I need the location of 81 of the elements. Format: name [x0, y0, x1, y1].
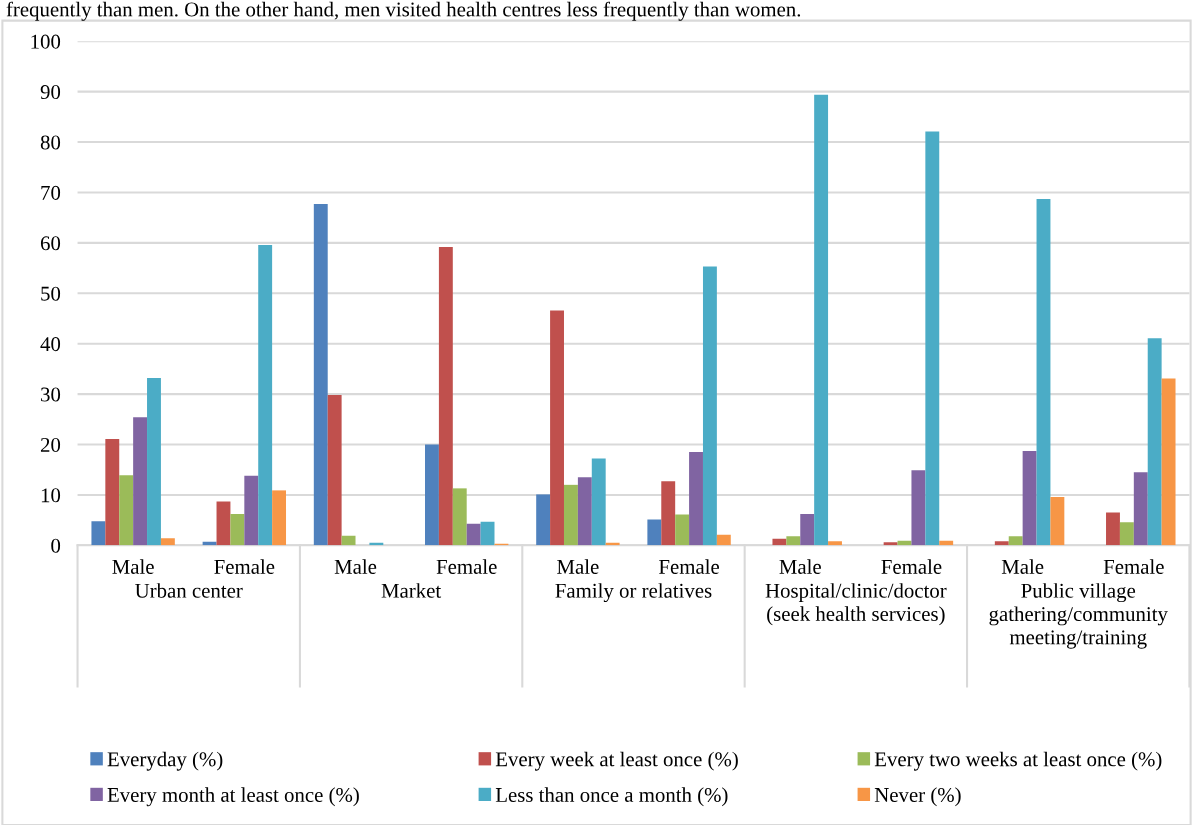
x-tick-label: Male	[334, 559, 377, 574]
bar	[244, 475, 259, 546]
bar	[689, 452, 703, 546]
bar	[994, 541, 1009, 546]
bar	[911, 470, 926, 546]
text: Hospital/clinic/doctor (seek health services)	[765, 583, 947, 626]
bar	[258, 244, 273, 546]
bar	[577, 477, 592, 546]
legend-label: Everyday (%)	[107, 751, 223, 771]
text: frequently than men. On the other hand, men visited health centres less frequently than women.	[6, 1, 801, 21]
bar	[480, 521, 495, 546]
bar	[1050, 496, 1065, 546]
bar	[563, 484, 578, 546]
bar	[1147, 338, 1162, 546]
x-tick-label: Female	[1103, 559, 1164, 574]
text: Urban center	[135, 583, 243, 598]
bar	[230, 514, 245, 546]
bar	[452, 488, 467, 546]
text: Market	[381, 583, 442, 598]
bar	[272, 490, 287, 546]
bar	[119, 475, 134, 546]
bar	[550, 310, 564, 546]
x-tick-label: Male	[779, 559, 821, 574]
text: Public village gathering/community meeting/training	[989, 583, 1168, 649]
bar	[661, 481, 676, 546]
bar	[160, 538, 175, 546]
y-tick-label: 100	[31, 34, 61, 49]
y-tick-label: 40	[40, 337, 61, 352]
bar	[814, 94, 829, 546]
y-tick-label: 10	[41, 488, 61, 503]
bar	[828, 541, 842, 546]
bar	[702, 266, 717, 546]
x-tick-label: Male	[1001, 559, 1044, 574]
bar	[327, 395, 342, 546]
bar	[133, 417, 148, 546]
bar	[675, 514, 690, 546]
y-tick-label: 20	[40, 437, 61, 452]
bar	[438, 246, 453, 546]
x-tick-label: Female	[881, 559, 942, 574]
x-tick-label: Male	[557, 559, 599, 574]
bar	[716, 534, 731, 546]
x-tick-label: Female	[214, 559, 275, 574]
bar	[105, 438, 120, 546]
bar	[772, 538, 787, 546]
x-tick-label: Female	[659, 559, 720, 574]
y-tick-label: 0	[51, 538, 61, 553]
bar	[1133, 472, 1148, 546]
y-tick-label: 80	[40, 135, 61, 150]
legend-label: Every week at least once (%)	[495, 751, 738, 771]
legend-label: Every two weeks at least once (%)	[874, 751, 1162, 771]
bar	[425, 444, 439, 546]
bar	[591, 458, 606, 546]
y-tick-label: 60	[40, 236, 61, 251]
bar	[883, 542, 898, 546]
text: Family or relatives	[555, 583, 712, 603]
bar	[1106, 512, 1120, 546]
legend-label: Never (%)	[874, 787, 961, 807]
bar	[1036, 199, 1051, 546]
bar	[786, 536, 801, 546]
bar	[800, 514, 815, 546]
bar	[313, 204, 328, 546]
bar	[536, 494, 551, 546]
y-tick-label: 50	[41, 286, 61, 301]
y-tick-label: 70	[41, 185, 61, 200]
bar	[147, 377, 161, 546]
y-tick-label: 30	[41, 387, 61, 402]
x-tick-label: Male	[112, 559, 154, 574]
legend-label: Less than once a month (%)	[495, 787, 728, 807]
bar	[1119, 522, 1134, 546]
y-tick-label: 90	[40, 85, 61, 100]
bar	[1161, 378, 1176, 546]
bar	[1008, 536, 1023, 546]
bar	[216, 501, 231, 546]
bar	[925, 131, 940, 546]
bar	[647, 519, 662, 546]
bar	[466, 523, 481, 546]
bar	[1022, 451, 1037, 546]
legend-label: Every month at least once (%)	[107, 787, 359, 807]
bar	[341, 535, 356, 546]
x-tick-label: Female	[436, 559, 497, 574]
bar	[91, 521, 106, 546]
